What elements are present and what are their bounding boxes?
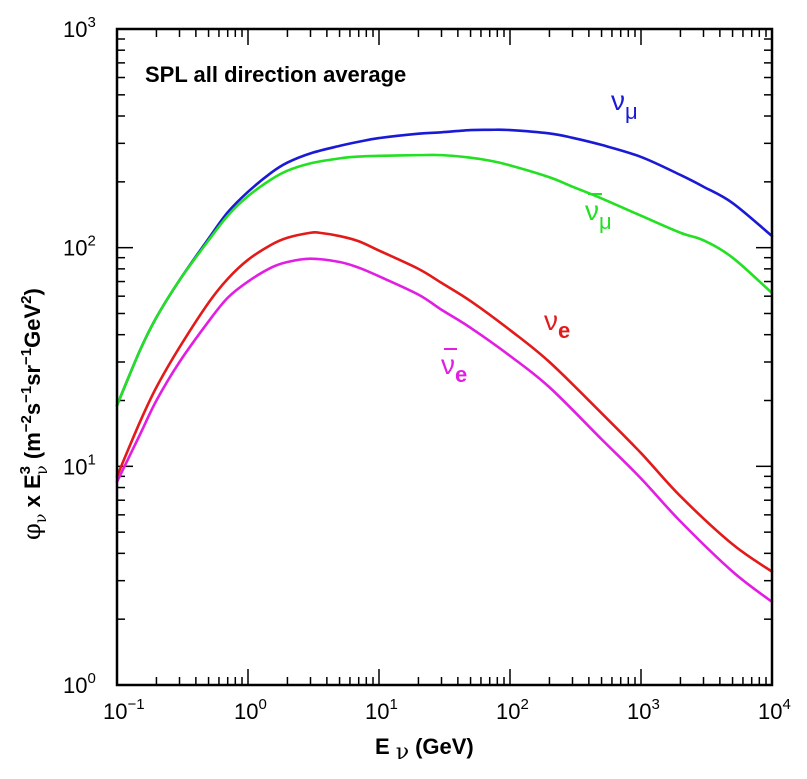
x-tick-label: 102 [496, 696, 529, 724]
series-label-numubar-main: ν [585, 195, 599, 226]
series-label-nuebar-sub: e [455, 362, 467, 387]
series-label-numu: νμ [611, 85, 638, 124]
y-tick-label: 100 [63, 670, 96, 698]
y-axis-label-exp1: −2 [18, 415, 35, 432]
svg-text:νμ: νμ [585, 195, 612, 234]
y-tick-label: 101 [63, 451, 96, 479]
y-axis-label-gev: GeV [20, 304, 45, 348]
series-line-numubar [115, 153, 774, 407]
y-axis-label-close: ) [20, 288, 45, 295]
chart-title: SPL all direction average [145, 62, 406, 87]
y-axis-label-phi: φ [18, 523, 46, 540]
x-tick-label: 101 [365, 696, 398, 724]
svg-text:νe: νe [441, 349, 467, 387]
x-axis-label-nu: ν [396, 740, 409, 765]
y-axis-label-s: s [20, 403, 45, 415]
x-tick-label: 100 [234, 696, 267, 724]
series-label-numu-sub: μ [625, 99, 638, 124]
plot-frame [115, 27, 774, 687]
y-axis-label-mid: x E [20, 474, 45, 513]
y-axis-label: φν x E3ν (m−2s−1sr−1GeV2) [17, 288, 51, 540]
y-tick-label: 103 [63, 14, 96, 42]
series-label-numubar-sub: μ [599, 209, 612, 234]
series-label-numubar: νμ [585, 193, 612, 234]
x-tick-label: 103 [627, 696, 660, 724]
x-tick-label: 104 [758, 696, 791, 724]
x-axis-label-e: E [375, 734, 390, 759]
y-tick-label: 102 [63, 233, 96, 261]
series-label-nue-sub: e [558, 318, 570, 343]
x-tick-label: 10−1 [103, 696, 145, 724]
x-axis-label-units: (GeV) [415, 734, 474, 759]
series-label-nue-main: ν [544, 305, 558, 336]
y-axis-label-phi-sub: ν [31, 513, 50, 523]
series-line-nue [115, 230, 774, 573]
series-line-nuebar [115, 257, 774, 604]
svg-text:νμ: νμ [611, 85, 638, 124]
flux-curves [115, 128, 774, 604]
series-label-nue: νe [544, 305, 570, 343]
y-axis-label-e-sup: 3 [17, 466, 34, 474]
y-axis-label-units: (m [20, 432, 45, 465]
y-axis-label-exp4: 2 [18, 295, 35, 303]
y-axis-label-e-sub: ν [32, 465, 51, 475]
svg-text:νe: νe [544, 305, 570, 343]
y-axis-label-sr: sr [20, 365, 45, 386]
y-axis-label-exp3: −1 [18, 348, 35, 365]
series-label-nuebar: νe [441, 348, 467, 387]
y-axis-label-exp2: −1 [18, 386, 35, 403]
series-label-numu-main: ν [611, 85, 625, 116]
series-label-nuebar-main: ν [441, 349, 455, 380]
